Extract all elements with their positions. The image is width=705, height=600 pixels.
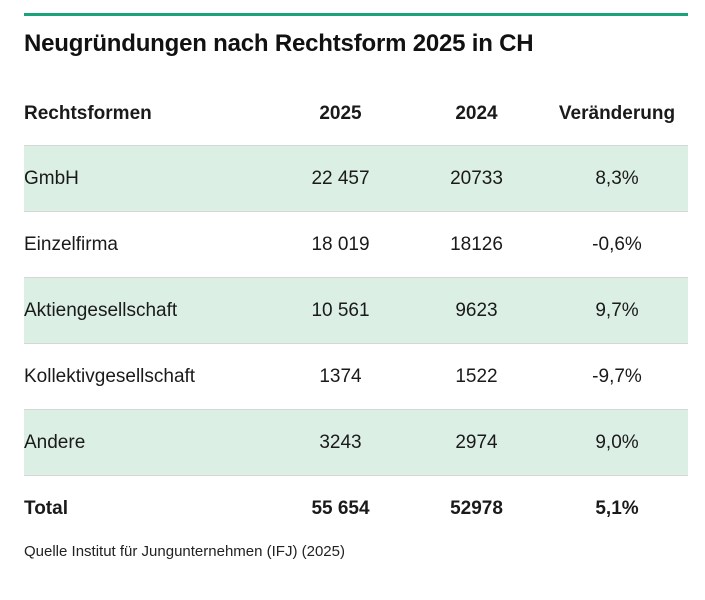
value-2025: 18 019 — [311, 233, 370, 255]
total-2025: 55 654 — [311, 498, 370, 519]
value-change: 9,7% — [595, 299, 639, 321]
data-table: Rechtsformen 2025 2024 Veränderung GmbH … — [24, 82, 688, 542]
value-2024: 1522 — [455, 365, 498, 387]
header-veraenderung: Veränderung — [558, 102, 676, 124]
row-label: Einzelfirma — [24, 233, 118, 255]
row-label: Aktiengesellschaft — [24, 299, 178, 321]
row-label: Kollektivgesellschaft — [24, 365, 196, 387]
total-label: Total — [24, 498, 68, 519]
source-note: Quelle Institut für Jungunternehmen (IFJ… — [24, 543, 345, 560]
row-label: GmbH — [24, 167, 79, 189]
top-accent-rule — [24, 13, 688, 16]
value-change: -9,7% — [592, 365, 642, 387]
table-total-row: Total 55 654 52978 5,1% — [24, 476, 688, 542]
table-header-row: Rechtsformen 2025 2024 Veränderung — [24, 82, 688, 146]
value-2025: 22 457 — [311, 167, 370, 189]
header-2024: 2024 — [455, 102, 498, 124]
table-row: Einzelfirma 18 019 18126 -0,6% — [24, 212, 688, 278]
table-row: GmbH 22 457 20733 8,3% — [24, 146, 688, 212]
header-rechtsformen: Rechtsformen — [24, 102, 152, 124]
value-change: 8,3% — [595, 167, 639, 189]
table-row: Kollektivgesellschaft 1374 1522 -9,7% — [24, 344, 688, 410]
value-2024: 18126 — [450, 233, 503, 255]
total-2024: 52978 — [450, 498, 503, 519]
value-2025: 10 561 — [311, 299, 370, 321]
row-label: Andere — [24, 431, 86, 453]
value-change: 9,0% — [595, 431, 639, 453]
total-change: 5,1% — [595, 498, 639, 519]
value-change: -0,6% — [592, 233, 642, 255]
value-2024: 9623 — [455, 299, 498, 321]
value-2024: 20733 — [450, 167, 503, 189]
value-2024: 2974 — [455, 431, 498, 453]
page-title: Neugründungen nach Rechtsform 2025 in CH — [24, 30, 534, 57]
header-2025: 2025 — [319, 102, 362, 124]
value-2025: 3243 — [319, 431, 362, 453]
table-row: Aktiengesellschaft 10 561 9623 9,7% — [24, 278, 688, 344]
table-row: Andere 3243 2974 9,0% — [24, 410, 688, 476]
value-2025: 1374 — [319, 365, 362, 387]
